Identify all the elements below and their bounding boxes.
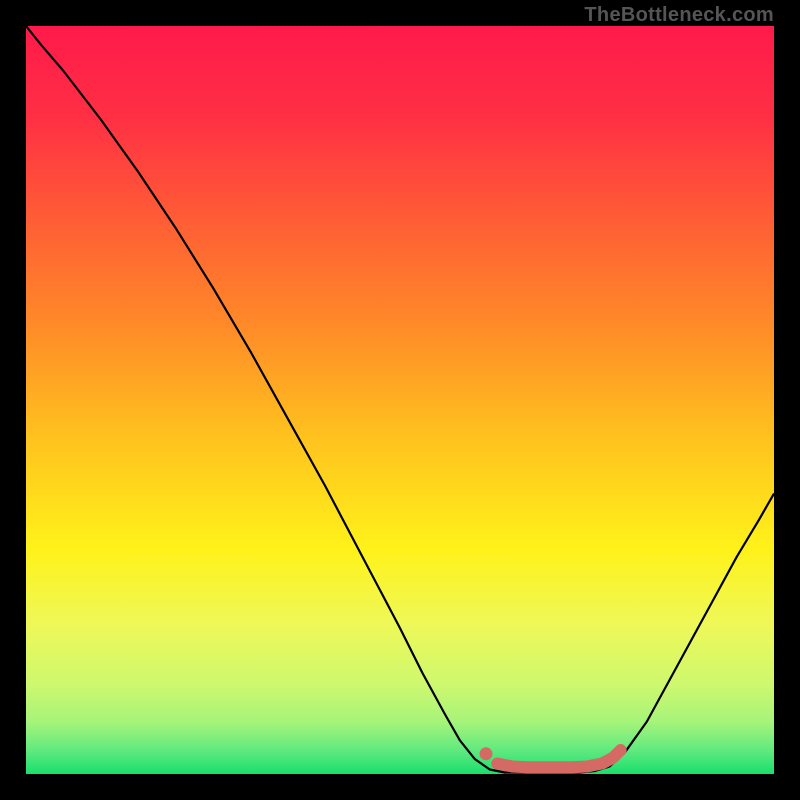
plot-svg bbox=[26, 26, 774, 774]
plot-area bbox=[26, 26, 774, 774]
chart-frame: TheBottleneck.com bbox=[0, 0, 800, 800]
watermark-text: TheBottleneck.com bbox=[584, 4, 774, 27]
optimal-point-marker bbox=[480, 747, 493, 760]
gradient-background bbox=[26, 26, 774, 774]
